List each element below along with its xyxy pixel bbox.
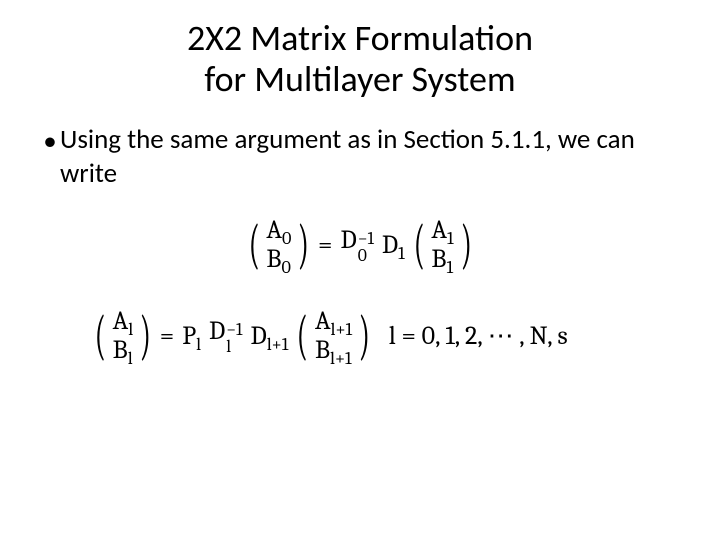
equation-1: ( A0 B0 ) = D−10 D1 ( A1 B1 )	[36, 216, 684, 273]
eq2-dl1: Dl+1	[246, 321, 292, 351]
eq1-d1-sub: 1	[398, 243, 405, 264]
eq2-equals: =	[156, 321, 178, 351]
eq2-bl1-sym: B	[315, 335, 330, 365]
eq1-b1-sym: B	[431, 244, 446, 274]
eq1-d1-base: D	[382, 230, 398, 260]
eq1-d0inv-base: D	[340, 225, 356, 255]
eq1-b1-sub: 1	[446, 257, 453, 278]
slide: 2X2 Matrix Formulation for Multilayer Sy…	[0, 0, 720, 540]
eq1-d0inv-sub: 0	[358, 248, 374, 265]
equations-block: ( A0 B0 ) = D−10 D1 ( A1 B1 )	[36, 216, 684, 364]
eq2-bl-sym: B	[113, 335, 128, 365]
eq2-dl1-sub: l+1	[267, 334, 289, 355]
eq2-bl1-sub: l+1	[330, 348, 352, 369]
eq2-pl-sub: l	[196, 334, 201, 355]
eq2-pl: Pl	[178, 321, 205, 351]
eq2-dlinv-base: D	[209, 316, 225, 346]
eq2-pl-base: P	[182, 321, 196, 351]
eq1-lhs-vector: ( A0 B0 )	[244, 216, 314, 273]
slide-title: 2X2 Matrix Formulation for Multilayer Sy…	[36, 18, 684, 101]
eq2-al-sym: A	[113, 306, 129, 336]
eq2-dlinv-sub: l	[226, 339, 242, 356]
eq1-d1: D1	[378, 230, 409, 260]
eq1-a1-sym: A	[431, 215, 447, 245]
title-line-1: 2X2 Matrix Formulation	[187, 16, 533, 60]
eq2-index-range: l = 0, 1, 2, ⋯ , N, s	[375, 321, 568, 351]
eq1-d0inv: D−10	[336, 225, 377, 264]
bullet-text: Using the same argument as in Section 5.…	[60, 123, 684, 191]
eq2-al1-sym: A	[315, 306, 331, 336]
eq2-bl-sub: l	[128, 348, 133, 369]
bullet-dot-icon: •	[40, 123, 60, 159]
eq1-a0-sym: A	[266, 215, 282, 245]
bullet-item: • Using the same argument as in Section …	[40, 123, 684, 191]
eq2-dlinv: D−1l	[205, 316, 246, 355]
eq2-lhs-vector: ( Al Bl )	[90, 307, 156, 364]
title-line-2: for Multilayer System	[204, 57, 515, 101]
equation-2: ( Al Bl ) = Pl D−1l Dl+1 ( Al+1	[36, 307, 684, 364]
eq2-rhs-vector: ( Al+1 Bl+1 )	[292, 307, 374, 364]
eq1-rhs-vector: ( A1 B1 )	[409, 216, 476, 273]
eq1-equals: =	[314, 230, 336, 260]
eq1-b0-sym: B	[266, 244, 281, 274]
eq1-b0-sub: 0	[281, 257, 290, 278]
eq2-dl1-base: D	[250, 321, 266, 351]
